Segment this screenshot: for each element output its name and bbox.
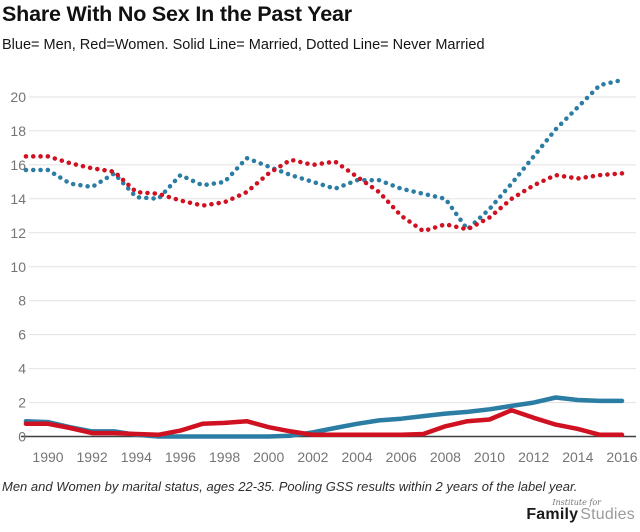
y-tick-label: 20 xyxy=(10,89,26,105)
y-tick-label: 14 xyxy=(10,191,26,207)
y-tick-label: 12 xyxy=(10,225,26,241)
x-tick-label: 2016 xyxy=(606,449,637,465)
x-tick-label: 2008 xyxy=(430,449,461,465)
x-tick-label: 1994 xyxy=(121,449,152,465)
series-men-never-married xyxy=(23,77,625,232)
logo-studies: Studies xyxy=(580,506,635,524)
x-tick-label: 1998 xyxy=(209,449,240,465)
y-tick-label: 6 xyxy=(18,327,26,343)
chart-title: Share With No Sex In the Past Year xyxy=(2,2,352,26)
x-tick-label: 2006 xyxy=(386,449,417,465)
y-tick-label: 4 xyxy=(18,361,26,377)
y-tick-label: 18 xyxy=(10,123,26,139)
x-tick-label: 2014 xyxy=(562,449,593,465)
x-tick-label: 2012 xyxy=(518,449,549,465)
y-tick-label: 10 xyxy=(10,259,26,275)
y-tick-label: 0 xyxy=(18,429,26,445)
y-tick-label: 8 xyxy=(18,293,26,309)
y-tick-label: 2 xyxy=(18,395,26,411)
logo-institute-for: Institute for xyxy=(552,498,601,507)
x-tick-label: 1990 xyxy=(32,449,63,465)
x-tick-label: 2010 xyxy=(474,449,505,465)
x-tick-label: 2002 xyxy=(297,449,328,465)
x-tick-label: 2000 xyxy=(253,449,284,465)
line-chart: 0 2 4 6 8 10 12 14 16 18 20 1990 1992 1994 1996 1998 200… xyxy=(10,77,638,465)
ifs-logo: Institute for Family Studies xyxy=(526,498,635,524)
chart-subtitle: Blue= Men, Red=Women. Solid Line= Marrie… xyxy=(2,37,485,53)
chart-footnote: Men and Women by marital status, ages 22… xyxy=(2,479,578,494)
logo-wordmark: Family Studies xyxy=(526,506,635,524)
x-tick-label: 1992 xyxy=(77,449,108,465)
series-women-never-married xyxy=(23,154,625,234)
series-women-married xyxy=(23,407,625,438)
x-tick-label: 1996 xyxy=(165,449,196,465)
logo-family: Family xyxy=(526,506,579,524)
x-tick-label: 2004 xyxy=(342,449,373,465)
y-tick-label: 16 xyxy=(10,157,26,173)
